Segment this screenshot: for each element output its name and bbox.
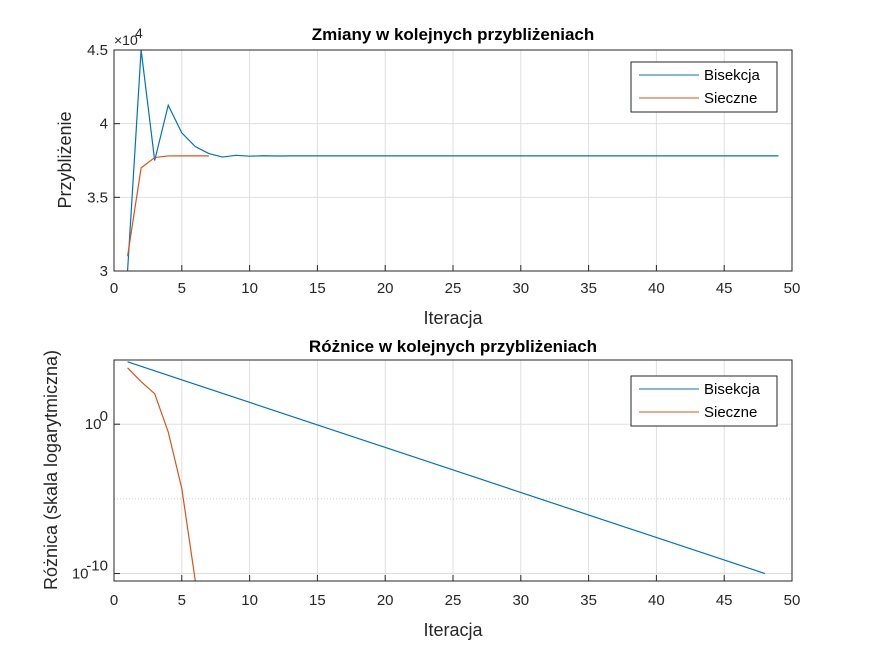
top-xtick-label-50: 50 (784, 280, 801, 297)
bottom-xlabel: Iteracja (423, 620, 483, 640)
top-xtick-label-0: 0 (110, 280, 118, 297)
bottom-xtick-label-45: 45 (716, 592, 733, 609)
bottom-series-line-sieczne (127, 367, 196, 582)
bottom-ytick-exponent-1: -10 (86, 558, 108, 575)
top-xtick-label-20: 20 (377, 280, 394, 297)
top-exponent-power: 4 (135, 25, 143, 41)
bottom-xtick-label-0: 0 (110, 592, 118, 609)
bottom-ylabel: Różnica (skala logarytmiczna) (41, 350, 61, 590)
top-legend-box (630, 61, 778, 113)
top-legend: Bisekcja Sieczne (630, 61, 778, 113)
top-series-line-bisekcja (126, 49, 779, 272)
top-xtick-label-25: 25 (445, 280, 462, 297)
top-xtick-label-5: 5 (178, 280, 186, 297)
bottom-xtick-label-35: 35 (580, 592, 597, 609)
bottom-series-line-bisekcja (127, 361, 766, 575)
bottom-xtick-label-25: 25 (445, 592, 462, 609)
bottom-legend-box (630, 375, 778, 427)
top-legend-label-bisekcja: Bisekcja (704, 67, 761, 84)
top-legend-label-sieczne: Sieczne (704, 90, 757, 107)
top-xtick-label-35: 35 (580, 280, 597, 297)
top-ylabel: Przybliżenie (55, 111, 75, 208)
bottom-legend-label-sieczne: Sieczne (704, 404, 757, 421)
bottom-xtick-label-20: 20 (377, 592, 394, 609)
bottom-series-lines (127, 361, 766, 582)
top-axes: 0 5 10 15 20 25 30 35 40 45 50 3 3.5 4 4.5 ×10 4 Zmian… (55, 25, 800, 328)
top-ytick-label-2: 4 (100, 116, 108, 133)
bottom-ytick-label-0: 10 (85, 416, 102, 433)
top-series-line-sieczne (126, 155, 209, 257)
bottom-xtick-label-50: 50 (784, 592, 801, 609)
bottom-xtick-label-30: 30 (512, 592, 529, 609)
top-ticks: 0 5 10 15 20 25 30 35 40 45 50 3 3.5 4 4.5 (87, 42, 800, 297)
bottom-ytick-label-1: 10 (72, 566, 89, 583)
top-xtick-label-45: 45 (716, 280, 733, 297)
top-xtick-label-30: 30 (512, 280, 529, 297)
top-xtick-label-40: 40 (648, 280, 665, 297)
top-xtick-label-10: 10 (241, 280, 258, 297)
top-ytick-label-3: 4.5 (87, 42, 108, 59)
bottom-legend: Bisekcja Sieczne (630, 375, 778, 427)
top-xlabel: Iteracja (423, 308, 483, 328)
bottom-xtick-label-5: 5 (178, 592, 186, 609)
bottom-xtick-label-10: 10 (241, 592, 258, 609)
top-series-lines (126, 49, 779, 272)
top-title: Zmiany w kolejnych przybliżeniach (312, 25, 594, 44)
bottom-title: Różnice w kolejnych przybliżeniach (309, 337, 597, 356)
top-xtick-label-15: 15 (309, 280, 326, 297)
top-ytick-label-1: 3.5 (87, 189, 108, 206)
bottom-xtick-label-15: 15 (309, 592, 326, 609)
bottom-xtick-label-40: 40 (648, 592, 665, 609)
bottom-legend-label-bisekcja: Bisekcja (704, 381, 761, 398)
top-exponent-base: ×10 (114, 32, 138, 48)
bottom-ytick-exponent-0: 0 (100, 408, 108, 425)
top-ytick-label-0: 3 (100, 263, 108, 280)
